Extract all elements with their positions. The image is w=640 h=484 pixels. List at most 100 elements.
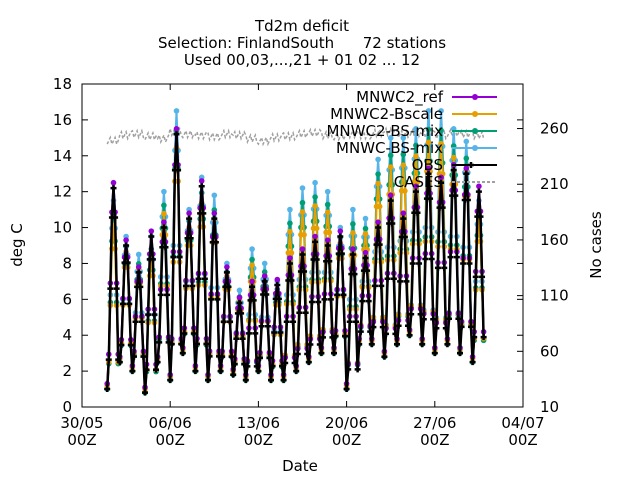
series-mnwc2-bscale-point xyxy=(413,153,419,160)
series-mnwc2-bscale-point xyxy=(376,203,383,210)
series-obs-point xyxy=(286,260,293,267)
series-obs-point xyxy=(291,360,298,367)
series-mnwc2-ref-point xyxy=(186,210,192,216)
series-obs-point xyxy=(205,377,211,384)
x-tick-label-date: 06/06 xyxy=(149,414,192,432)
series-mnwc-bs-mix-point xyxy=(324,188,331,195)
series-obs-point xyxy=(211,215,218,222)
series-obs-point xyxy=(253,363,260,370)
series-obs-point xyxy=(445,315,452,322)
series-obs-point xyxy=(444,341,451,348)
series-obs-point xyxy=(282,360,289,367)
series-obs-point xyxy=(439,204,446,211)
series-obs-point xyxy=(186,215,193,222)
series-mnwc2-bs-mix-point xyxy=(324,201,331,208)
series-obs-point xyxy=(124,259,131,266)
series-obs-point xyxy=(113,285,120,292)
series-obs-point xyxy=(472,273,479,280)
series-obs-point xyxy=(431,350,438,357)
series-obs-point xyxy=(156,339,163,346)
series-obs-point xyxy=(301,268,308,275)
series-obs-point xyxy=(349,251,356,258)
x-tick-label-time: 00Z xyxy=(420,431,449,449)
series-obs-point xyxy=(389,220,396,227)
x-axis-label: Date xyxy=(282,457,318,475)
series-obs-point xyxy=(342,333,349,340)
series-obs-point xyxy=(293,368,300,375)
series-mnwc2-ref-point xyxy=(110,179,117,186)
legend-swatch-marker xyxy=(468,162,474,168)
series-obs-point xyxy=(256,354,263,361)
series-obs-point xyxy=(319,334,326,341)
series-mnwc2-ref-point xyxy=(123,237,129,243)
series-obs-point xyxy=(236,299,243,306)
series-obs-point xyxy=(225,283,232,290)
series-mnwc-bs-mix-point xyxy=(400,135,407,141)
series-obs-point xyxy=(392,330,399,337)
series-obs-point xyxy=(242,377,249,384)
series-obs-point xyxy=(132,318,139,325)
series-obs-point xyxy=(382,330,389,337)
series-obs-point xyxy=(370,324,377,331)
series-obs-point xyxy=(212,239,219,246)
series-mnwc2-bscale-point xyxy=(161,210,167,217)
series-mnwc2-bscale-point xyxy=(350,230,356,236)
y-tick-label: 6 xyxy=(62,290,72,308)
series-obs-point xyxy=(394,341,400,348)
series-mnwc2-ref-point xyxy=(463,165,470,172)
legend: MNWC2_refMNWC2-BscaleMNWC2-BS-mixMNWC-BS… xyxy=(326,88,497,191)
series-mnwc2-bs-mix-point xyxy=(387,152,394,159)
series-obs-point xyxy=(230,371,237,378)
series-mnwc2-ref-point xyxy=(324,237,331,243)
x-tick-label-time: 00Z xyxy=(332,431,361,449)
series-obs-point xyxy=(252,330,259,337)
series-obs-point xyxy=(331,350,337,357)
series-obs-point xyxy=(268,377,274,384)
series-obs-point xyxy=(458,323,465,330)
series-obs-point xyxy=(313,256,320,263)
x-tick-label-date: 30/05 xyxy=(60,414,103,432)
series-obs-point xyxy=(406,332,413,339)
series-obs-point xyxy=(164,291,171,298)
series-obs-point xyxy=(384,275,391,282)
series-mnwc2-bs-mix-point xyxy=(261,269,268,275)
series-obs-point xyxy=(142,389,148,396)
series-mnwc2-bs-mix-point xyxy=(375,171,381,177)
series-obs-point xyxy=(162,244,169,251)
series-obs-point xyxy=(112,214,119,221)
series-obs-point xyxy=(379,324,386,331)
y-tick-label: 0 xyxy=(62,398,72,416)
series-mnwc2-bs-mix-point xyxy=(413,142,419,149)
y-tick-label: 2 xyxy=(62,362,72,380)
series-obs-point xyxy=(182,282,189,289)
series-mnwc2-bscale-point xyxy=(425,139,432,146)
series-obs-point xyxy=(223,269,230,276)
legend-label: OBS xyxy=(412,156,443,174)
series-obs-point xyxy=(228,353,235,360)
series-mnwc-bs-mix-point xyxy=(299,185,306,191)
y2-tick-label: 160 xyxy=(540,231,569,249)
series-obs-point xyxy=(304,351,311,358)
series-mnwc-bs-mix-point xyxy=(362,215,369,222)
series-mnwc2-ref-point xyxy=(249,278,255,285)
series-obs-point xyxy=(175,167,182,174)
series-mnwc2-ref-point xyxy=(236,294,243,301)
series-mnwc2-bscale-point xyxy=(326,229,333,236)
series-obs-point xyxy=(359,298,366,305)
series-obs-point xyxy=(249,283,256,290)
series-obs-point xyxy=(198,183,205,190)
plot-data-layer xyxy=(104,108,487,396)
series-obs-point xyxy=(189,282,196,289)
series-mnwc2-bs-mix-point xyxy=(438,127,444,134)
series-mnwc2-ref-point xyxy=(375,219,381,225)
series-obs-point xyxy=(275,295,282,302)
series-obs-point xyxy=(179,350,186,357)
y-axis-label: deg C xyxy=(8,223,26,267)
series-mnwc-bs-mix-point xyxy=(387,135,394,141)
series-obs-point xyxy=(296,309,303,316)
series-obs-point xyxy=(395,322,402,329)
series-mnwc2-bscale-point xyxy=(313,225,320,232)
series-obs-point xyxy=(442,325,449,332)
series-obs-point xyxy=(168,341,175,348)
series-obs-point xyxy=(378,282,385,289)
